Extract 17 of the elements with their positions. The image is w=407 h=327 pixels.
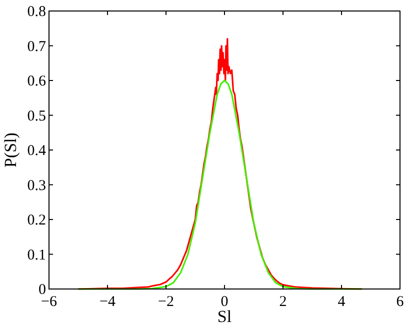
y-tick-label: 0.6 [27, 74, 46, 90]
x-tick-label: 0 [220, 294, 228, 310]
y-axis-title: P(Sl) [1, 132, 20, 168]
x-tick-label: 6 [396, 294, 404, 310]
y-tick-label: 0.3 [27, 178, 46, 194]
x-tick-label: −2 [158, 294, 174, 310]
x-tick-label: 4 [338, 294, 346, 310]
y-tick-label: 0.4 [27, 143, 46, 159]
y-tick-label: 0.5 [27, 108, 46, 124]
line-series [77, 80, 363, 290]
y-tick-label: 0.7 [27, 38, 46, 55]
x-tick-label: −4 [100, 294, 116, 310]
y-tick-label: 0.2 [27, 212, 46, 228]
x-axis-title: Sl [217, 307, 232, 326]
x-tick-label: 2 [279, 294, 287, 310]
y-tick-label: 0.8 [27, 4, 46, 20]
y-tick-label: 0.1 [27, 247, 46, 264]
